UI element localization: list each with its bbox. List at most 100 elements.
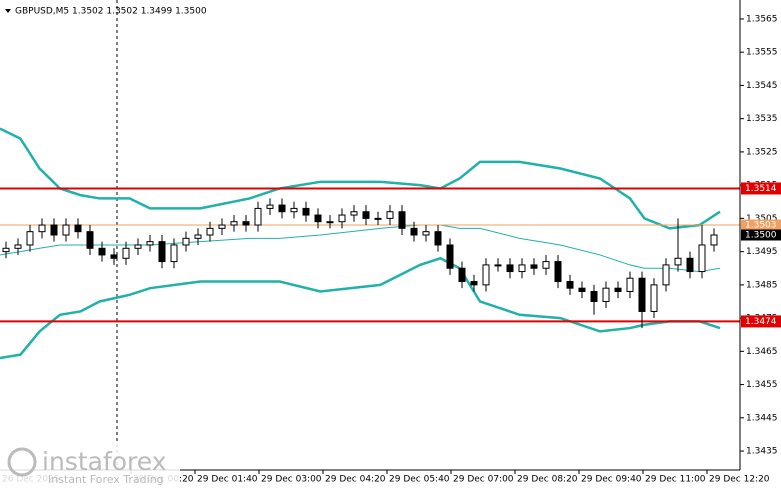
candle-body [302, 207, 310, 216]
candle-body [374, 217, 382, 220]
candle-body [74, 224, 82, 233]
candle-body [566, 281, 574, 289]
level-label-box [741, 315, 781, 328]
x-tick-label: 29 Dec 12:20 [709, 475, 770, 485]
candle-body [590, 291, 598, 302]
candle-body [458, 267, 466, 283]
candle-body [698, 244, 706, 273]
candle-body [614, 287, 622, 293]
candle-body [98, 247, 106, 256]
price-label-box [741, 219, 781, 231]
band-lower [0, 256, 721, 360]
candle-body [350, 211, 358, 216]
candle-body [470, 281, 478, 286]
candle-body [218, 224, 226, 229]
candle-body [26, 231, 34, 246]
candle-body [134, 244, 142, 249]
y-tick-label: 1.3435 [746, 447, 778, 457]
candle-body [494, 264, 502, 267]
candle-body [278, 204, 286, 213]
candle-body [602, 287, 610, 302]
candle-body [266, 204, 274, 209]
candle-body [242, 221, 250, 226]
candle-body [314, 214, 322, 223]
x-tick-label: 29 Dec 05:40 [389, 475, 450, 485]
candle-body [674, 257, 682, 266]
candle-body [410, 227, 418, 236]
x-tick-label: 29 Dec 09:40 [581, 475, 642, 485]
candle-body [386, 211, 394, 219]
band-middle [0, 224, 721, 273]
symbol-arrow [5, 9, 11, 13]
level-label: 1.3514 [745, 184, 777, 194]
x-tick-label: 29 Dec 04:20 [325, 475, 386, 485]
y-tick-label: 1.3445 [746, 413, 778, 423]
candle-body [50, 224, 58, 236]
candle-body [38, 224, 46, 233]
price-label: 1.3503 [745, 221, 777, 231]
level-label-box [741, 182, 781, 195]
y-tick-label: 1.3565 [746, 14, 778, 24]
logo-tagline: Instant Forex Trading [48, 473, 164, 486]
candle-body [158, 241, 166, 263]
y-tick-label: 1.3545 [746, 81, 778, 91]
y-tick-label: 1.3535 [746, 114, 778, 124]
candle-body [86, 231, 94, 249]
candle-body [194, 234, 202, 239]
candle-body [146, 241, 154, 246]
x-tick-label: 29 Dec 08:20 [517, 475, 578, 485]
candle-body [662, 264, 670, 286]
y-tick-label: 1.3555 [746, 48, 778, 58]
x-tick-label: 29 Dec 07:00 [453, 475, 514, 485]
candle-body [14, 244, 22, 249]
x-tick-label: 29 Dec 03:00 [261, 475, 322, 485]
candle-body [62, 224, 70, 236]
candle-body [122, 247, 130, 259]
x-tick-label: 29 Dec 01:40 [197, 475, 258, 485]
chart-title: GBPUSD,M5 1.3502 1.3502 1.3499 1.3500 [15, 7, 207, 17]
candle-body [638, 277, 646, 312]
candle-body [338, 214, 346, 223]
y-tick-label: 1.3455 [746, 380, 778, 390]
candle-body [362, 211, 370, 219]
candle-body [530, 264, 538, 269]
level-label: 1.3474 [745, 317, 777, 327]
candle-body [230, 221, 238, 226]
candle-body [110, 254, 118, 259]
candle-body [626, 277, 634, 293]
plot-area [0, 127, 740, 360]
candle-body [170, 244, 178, 263]
y-tick-label: 1.3485 [746, 280, 778, 290]
candle-body [326, 221, 334, 224]
candle-body [518, 264, 526, 273]
candle-body [686, 257, 694, 273]
y-tick-label: 1.3495 [746, 247, 778, 257]
candle-body [482, 264, 490, 286]
candle-body [434, 231, 442, 246]
candle-body [182, 237, 190, 246]
price-label-box [741, 229, 781, 241]
y-tick-label: 1.3465 [746, 347, 778, 357]
candle-body [578, 287, 586, 293]
logo-icon [7, 447, 37, 477]
logo-name: instaforex [42, 447, 167, 476]
candle-body [650, 284, 658, 312]
logo: instaforex Instant Forex Trading [0, 444, 180, 489]
candle-body [422, 231, 430, 236]
candle-body [710, 234, 718, 246]
candle-body [254, 207, 262, 226]
band-upper [0, 127, 721, 230]
candle-body [206, 227, 214, 236]
x-tick-label: 29 Dec 11:00 [645, 475, 706, 485]
price-label: 1.3500 [745, 231, 777, 241]
candle-body [506, 264, 514, 273]
candle-body [446, 244, 454, 269]
candle-body [398, 211, 406, 229]
candle-body [290, 207, 298, 213]
y-tick-label: 1.3525 [746, 147, 778, 157]
y-tick-label: 1.3505 [746, 214, 778, 224]
candle-body [554, 261, 562, 283]
candle-body [2, 247, 10, 253]
candle-body [542, 261, 550, 269]
